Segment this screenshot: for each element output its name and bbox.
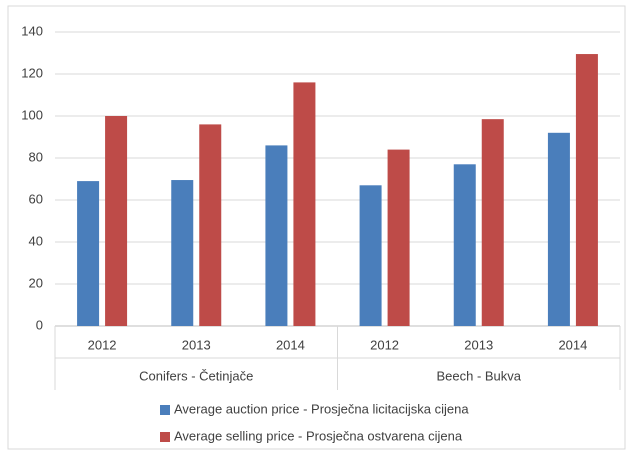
- group-label: Beech - Bukva: [436, 368, 521, 383]
- bar: [387, 149, 410, 326]
- y-tick-label: 120: [21, 65, 43, 80]
- y-tick-label: 0: [36, 317, 43, 332]
- legend-label: Average auction price - Prosječna licita…: [174, 401, 469, 416]
- bar: [547, 132, 570, 326]
- y-tick-label: 60: [29, 191, 43, 206]
- x-tick-label: 2014: [276, 337, 305, 352]
- bar: [293, 82, 316, 327]
- x-tick-label: 2013: [464, 337, 493, 352]
- bar: [171, 180, 194, 326]
- bar: [575, 54, 598, 327]
- bar: [199, 124, 222, 327]
- x-tick-label: 2012: [88, 337, 117, 352]
- legend-swatch: [160, 432, 170, 442]
- bar: [359, 185, 382, 326]
- group-label: Conifers - Četinjače: [139, 368, 253, 383]
- bar: [105, 116, 128, 326]
- y-tick-label: 100: [21, 107, 43, 122]
- x-tick-label: 2013: [182, 337, 211, 352]
- bar: [453, 164, 476, 326]
- y-tick-label: 40: [29, 233, 43, 248]
- y-tick-label: 80: [29, 149, 43, 164]
- bar: [265, 145, 288, 326]
- legend-label: Average selling price - Prosječna ostvar…: [174, 428, 463, 443]
- y-tick-label: 140: [21, 23, 43, 38]
- legend-swatch: [160, 405, 170, 415]
- bar: [481, 119, 504, 327]
- bar: [77, 181, 100, 326]
- y-tick-label: 20: [29, 275, 43, 290]
- x-tick-label: 2014: [558, 337, 587, 352]
- chart-frame: [7, 5, 626, 450]
- x-tick-label: 2012: [370, 337, 399, 352]
